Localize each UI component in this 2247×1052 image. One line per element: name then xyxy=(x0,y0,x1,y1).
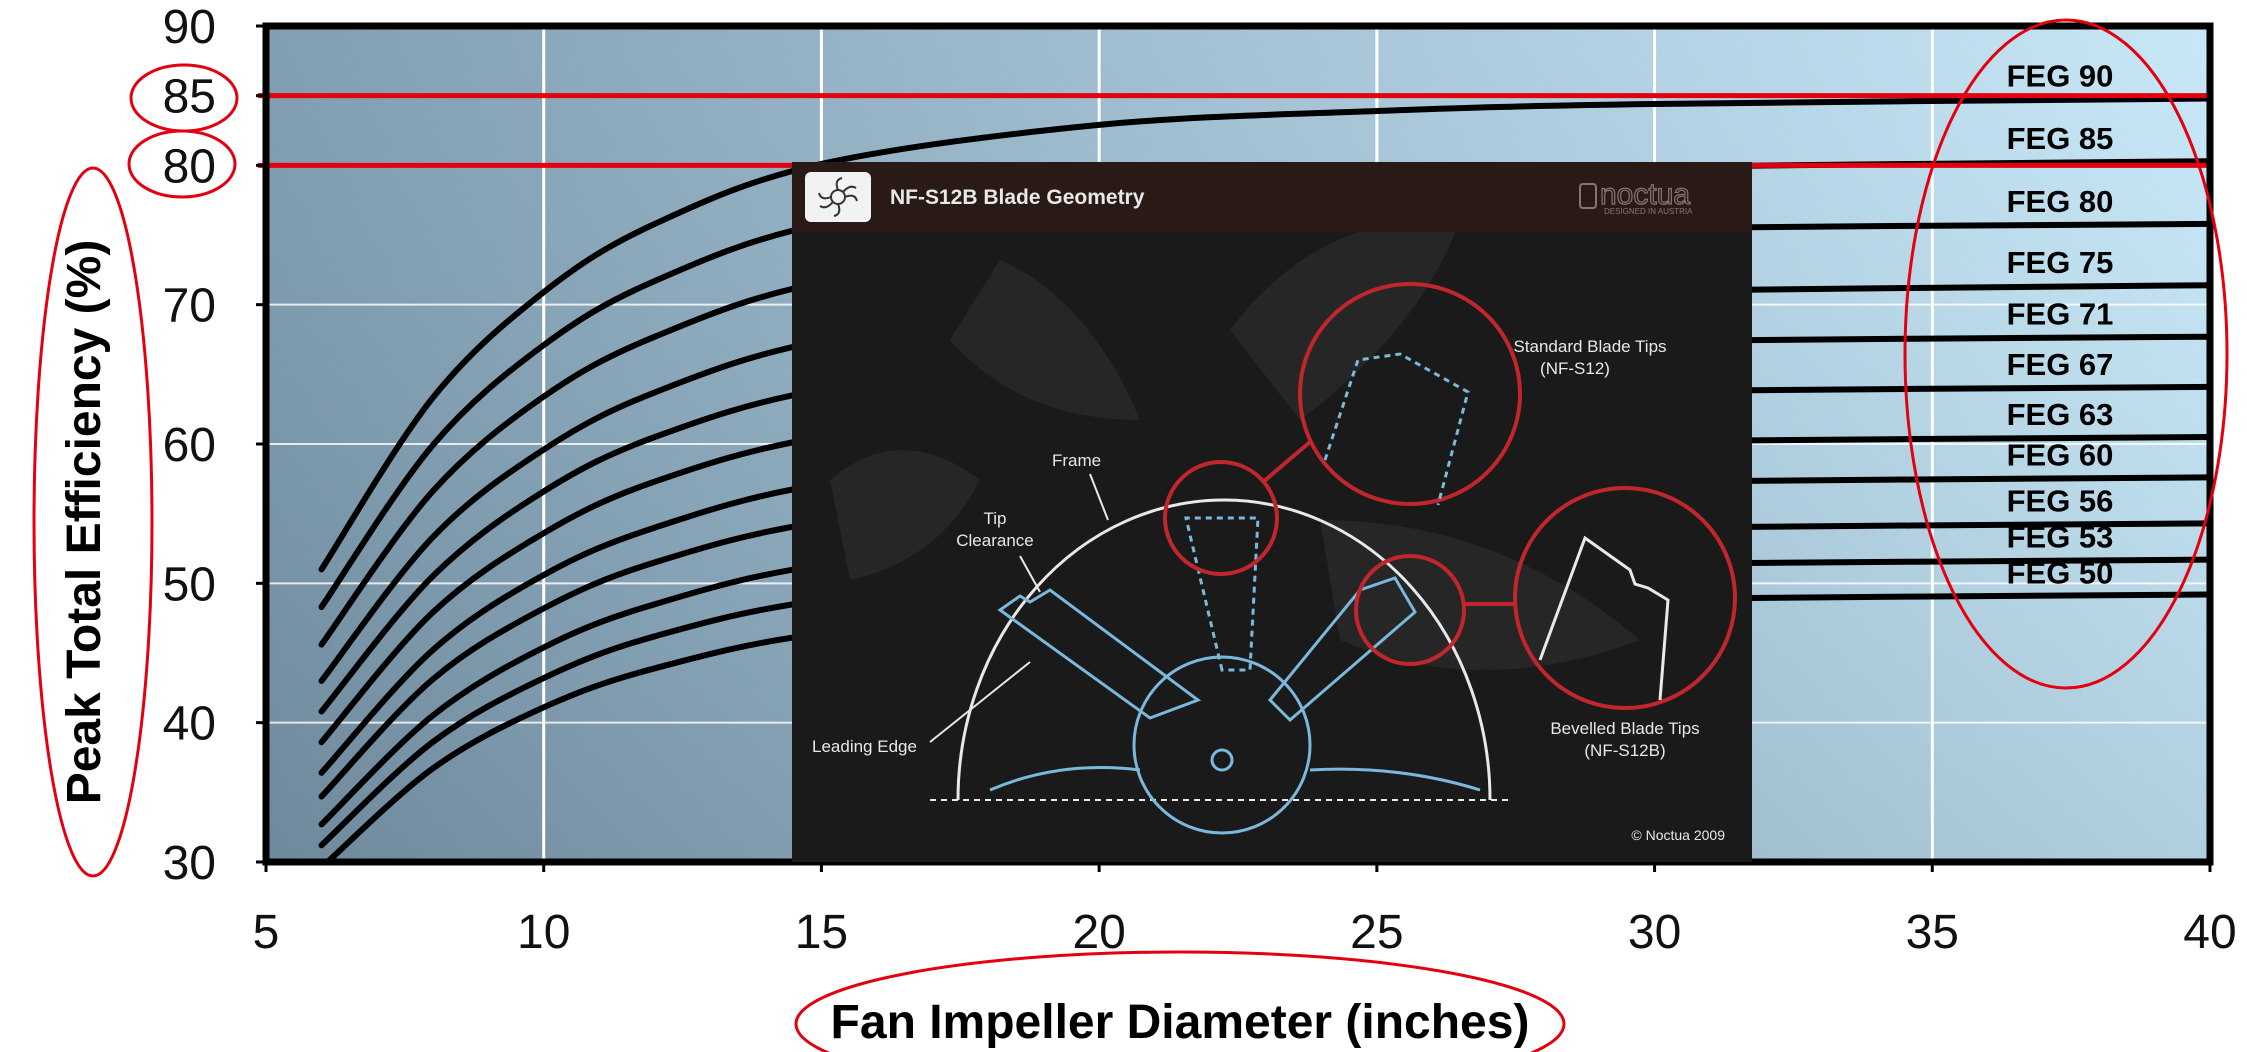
highlight-annotations xyxy=(32,18,2229,1052)
bevel-detail-circle xyxy=(1354,554,1466,666)
y-axis-title: Peak Total Efficiency (%) xyxy=(58,240,111,805)
series-labels: FEG 90 FEG 85 FEG 80 FEG 75 FEG 71 FEG 67 FEG … xyxy=(2007,58,2114,590)
inset-frame-arc xyxy=(956,498,1492,801)
bevelled-tip-outline xyxy=(1538,535,1670,701)
x-axis-ticks: 5 10 15 20 25 30 35 40 xyxy=(253,862,2237,959)
series-label-feg-60: FEG 60 xyxy=(2007,437,2114,472)
y-tick-label: 30 xyxy=(163,837,216,890)
x-tick-label: 15 xyxy=(795,906,848,959)
svg-text:DESIGNED IN AUSTRIA: DESIGNED IN AUSTRIA xyxy=(1604,207,1693,216)
inset-blade-geometry: NF-S12B Blade Geometry noctua DESIGNED I… xyxy=(792,162,1752,862)
series-label-feg-90: FEG 90 xyxy=(2007,58,2114,93)
series-label-feg-50: FEG 50 xyxy=(2007,556,2114,591)
x-tick-label: 10 xyxy=(517,906,570,959)
svg-text:noctua: noctua xyxy=(1600,178,1690,211)
y-tick-label: 80 xyxy=(163,140,216,193)
inset-copyright: © Noctua 2009 xyxy=(1631,827,1725,843)
inset-label-leading-edge: Leading Edge xyxy=(812,737,917,756)
standard-tips-circle xyxy=(1298,282,1522,506)
y-tick-label: 70 xyxy=(163,280,216,333)
series-label-feg-75: FEG 75 xyxy=(2007,245,2114,280)
series-label-feg-56: FEG 56 xyxy=(2007,483,2114,518)
y-tick-label: 85 xyxy=(163,71,216,124)
bevelled-tips-circle xyxy=(1513,486,1737,710)
inset-label-standard-1: Standard Blade Tips xyxy=(1513,337,1666,356)
y-axis-ticks: 30 40 50 60 70 80 85 90 xyxy=(163,1,266,890)
series-label-feg-80: FEG 80 xyxy=(2007,184,2114,219)
inset-brand-logo: noctua DESIGNED IN AUSTRIA xyxy=(1579,177,1693,216)
x-tick-label: 20 xyxy=(1072,906,1125,959)
inset-title: NF-S12B Blade Geometry xyxy=(890,186,1145,209)
highlight-xlabel-ellipse xyxy=(794,950,1566,1052)
y-tick-label: 60 xyxy=(163,419,216,472)
x-tick-label: 25 xyxy=(1350,906,1403,959)
inset-label-standard-2: (NF-S12) xyxy=(1540,359,1610,378)
standard-tip-outline xyxy=(1323,352,1470,506)
series-label-feg-67: FEG 67 xyxy=(2007,347,2114,382)
x-tick-label: 30 xyxy=(1628,906,1681,959)
series-line-feg-90 xyxy=(318,95,2210,573)
y-tick-label: 40 xyxy=(163,698,216,751)
x-tick-label: 35 xyxy=(1906,906,1959,959)
inset-blades xyxy=(989,516,1481,835)
inset-label-bevelled-2: (NF-S12B) xyxy=(1584,741,1665,760)
series-label-feg-71: FEG 71 xyxy=(2007,297,2114,332)
inset-label-tip-2: Clearance xyxy=(956,531,1034,550)
series-label-feg-53: FEG 53 xyxy=(2007,520,2114,555)
x-axis-title: Fan Impeller Diameter (inches) xyxy=(831,996,1530,1049)
highlight-feg-labels-ellipse xyxy=(1903,18,2229,690)
inset-label-tip-1: Tip xyxy=(984,509,1007,528)
inset-detail-circles xyxy=(1163,282,1737,710)
series-label-feg-63: FEG 63 xyxy=(2007,397,2114,432)
x-tick-label: 5 xyxy=(253,906,280,959)
highlight-ylabel-ellipse xyxy=(32,166,154,878)
y-tick-label: 90 xyxy=(163,1,216,54)
x-tick-label: 40 xyxy=(2183,906,2236,959)
tip-clearance-circle xyxy=(1163,460,1279,576)
inset-label-frame: Frame xyxy=(1052,451,1101,470)
inset-label-bevelled-1: Bevelled Blade Tips xyxy=(1550,719,1699,738)
inset-header xyxy=(792,162,1752,232)
inset-logo-icon xyxy=(805,172,871,222)
series-label-feg-85: FEG 85 xyxy=(2007,121,2114,156)
y-tick-label: 50 xyxy=(163,558,216,611)
highlight-80-ellipse xyxy=(127,129,237,199)
